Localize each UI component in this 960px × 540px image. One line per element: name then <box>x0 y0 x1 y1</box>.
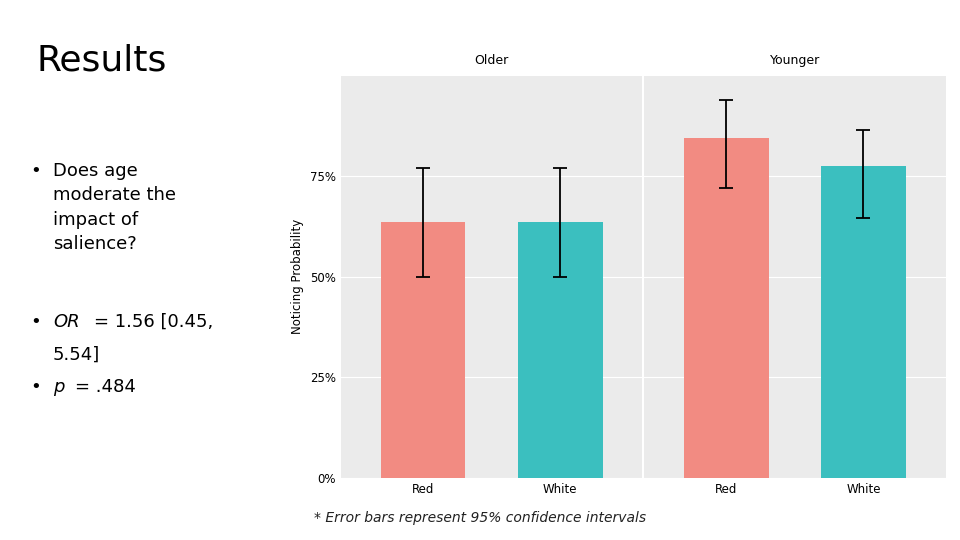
Text: •: • <box>30 378 40 396</box>
Text: Older: Older <box>474 54 509 68</box>
Bar <box>821 166 906 478</box>
Text: OR: OR <box>53 313 80 331</box>
Text: •: • <box>30 162 40 180</box>
Text: Younger: Younger <box>770 54 820 68</box>
Text: = 1.56 [0.45,: = 1.56 [0.45, <box>94 313 214 331</box>
Text: 5.54]: 5.54] <box>53 346 100 363</box>
Text: = .484: = .484 <box>75 378 135 396</box>
Text: Does age
moderate the
impact of
salience?: Does age moderate the impact of salience… <box>53 162 176 253</box>
Text: * Error bars represent 95% confidence intervals: * Error bars represent 95% confidence in… <box>314 511 646 525</box>
Text: Results: Results <box>36 43 167 77</box>
Text: •: • <box>30 313 40 331</box>
Bar <box>380 222 466 478</box>
Bar <box>684 138 769 478</box>
Y-axis label: Noticing Probability: Noticing Probability <box>292 219 304 334</box>
Text: p: p <box>53 378 64 396</box>
Bar <box>517 222 603 478</box>
